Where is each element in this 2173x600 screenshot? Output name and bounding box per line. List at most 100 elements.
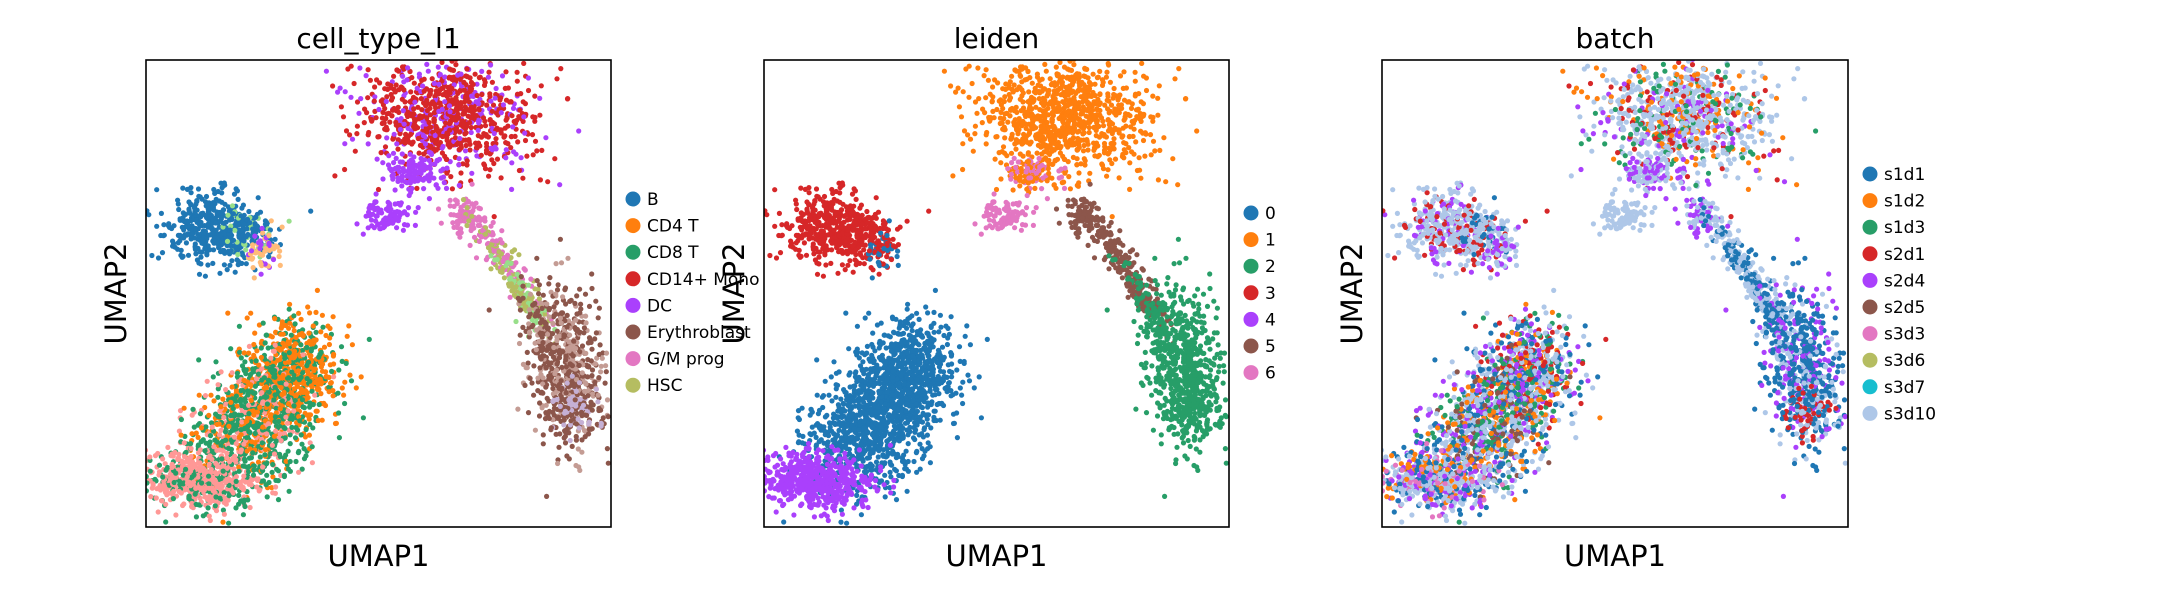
scatter-point: [431, 80, 437, 86]
scatter-point: [555, 414, 562, 420]
scatter-point: [205, 206, 211, 212]
scatter-point: [257, 404, 263, 410]
scatter-point: [223, 479, 229, 485]
scatter-point: [516, 114, 522, 120]
scatter-point: [520, 175, 526, 181]
scatter-point: [447, 90, 453, 96]
scatter-point: [517, 280, 523, 286]
scatter-point: [186, 455, 192, 461]
scatter-point: [292, 353, 298, 359]
scatter-point: [327, 325, 333, 331]
scatter-point: [238, 412, 245, 418]
scatter-point: [243, 418, 249, 424]
scatter-point: [397, 159, 403, 165]
scatter-point: [236, 492, 242, 498]
scatter-point: [397, 202, 403, 208]
scatter-point: [507, 294, 513, 300]
scatter-point: [242, 503, 248, 510]
legend-label: G/M prog: [647, 350, 725, 370]
scatter-point: [486, 69, 492, 75]
scatter-point: [287, 441, 293, 447]
scatter-point: [258, 354, 264, 361]
scatter-point: [271, 397, 277, 403]
scatter-point: [305, 304, 311, 310]
scatter-point: [433, 182, 439, 188]
scatter-point: [257, 454, 263, 460]
scatter-point: [475, 127, 481, 133]
scatter-point: [191, 204, 198, 210]
scatter-point: [318, 391, 324, 397]
scatter-point: [1080, 50, 1085, 55]
scatter-point: [529, 380, 535, 386]
scatter-point: [618, 427, 623, 432]
scatter-point: [163, 519, 169, 525]
scatter-point: [494, 156, 501, 162]
scatter-point: [550, 385, 556, 392]
legend-marker: [625, 297, 641, 313]
scatter-point: [277, 262, 283, 268]
scatter-point: [385, 86, 391, 92]
scatter-point: [564, 96, 571, 102]
scatter-point: [306, 338, 313, 344]
scatter-point: [1121, 69, 1127, 75]
scatter-point: [537, 95, 543, 101]
scatter-point: [562, 428, 568, 434]
scatter-point: [317, 359, 324, 365]
scatter-point: [239, 419, 245, 425]
scatter-point: [135, 495, 140, 500]
scatter-point: [546, 281, 552, 287]
scatter-point: [166, 223, 172, 229]
scatter-point: [219, 247, 225, 254]
scatter-point: [433, 140, 439, 146]
scatter-point: [241, 238, 247, 244]
scatter-point: [525, 410, 532, 416]
scatter-point: [589, 271, 595, 277]
scatter-point: [183, 466, 189, 472]
scatter-point: [493, 85, 499, 92]
scatter-point: [156, 462, 163, 468]
scatter-point: [372, 84, 378, 90]
scatter-point: [260, 320, 266, 326]
scatter-point: [214, 240, 220, 246]
scatter-point: [375, 222, 381, 228]
scatter-point: [444, 137, 450, 143]
scatter-point: [482, 123, 489, 129]
scatter-point: [557, 347, 563, 354]
scatter-point: [266, 377, 272, 383]
scatter-point: [184, 232, 190, 238]
scatter-point: [336, 410, 342, 416]
scatter-point: [246, 208, 252, 215]
scatter-point: [224, 238, 231, 244]
scatter-point: [435, 64, 441, 70]
scatter-point: [221, 262, 227, 268]
scatter-point: [236, 434, 242, 440]
scatter-point: [499, 240, 505, 246]
scatter-point: [155, 509, 161, 515]
scatter-point: [203, 213, 209, 219]
scatter-point: [235, 247, 241, 253]
scatter-point: [247, 220, 253, 226]
scatter-point: [540, 292, 546, 298]
scatter-point: [407, 151, 413, 157]
scatter-point: [351, 80, 357, 87]
scatter-point: [197, 460, 203, 466]
scatter-point: [439, 60, 445, 65]
scatter-point: [248, 382, 254, 388]
scatter-point: [238, 388, 244, 394]
scatter-point: [213, 411, 219, 417]
scatter-point: [188, 445, 194, 452]
scatter-point: [967, 136, 974, 142]
scatter-point: [546, 376, 552, 382]
scatter-point: [375, 134, 381, 140]
scatter-point: [358, 374, 364, 380]
scatter-point: [220, 468, 226, 474]
scatter-point: [586, 303, 593, 309]
scatter-point: [532, 340, 538, 346]
scatter-point: [405, 205, 412, 211]
scatter-point: [314, 408, 320, 414]
scatter-point: [524, 153, 530, 159]
scatter-point: [272, 418, 278, 425]
scatter-point: [517, 332, 523, 338]
scatter-point: [412, 123, 419, 129]
scatter-point: [263, 246, 269, 252]
